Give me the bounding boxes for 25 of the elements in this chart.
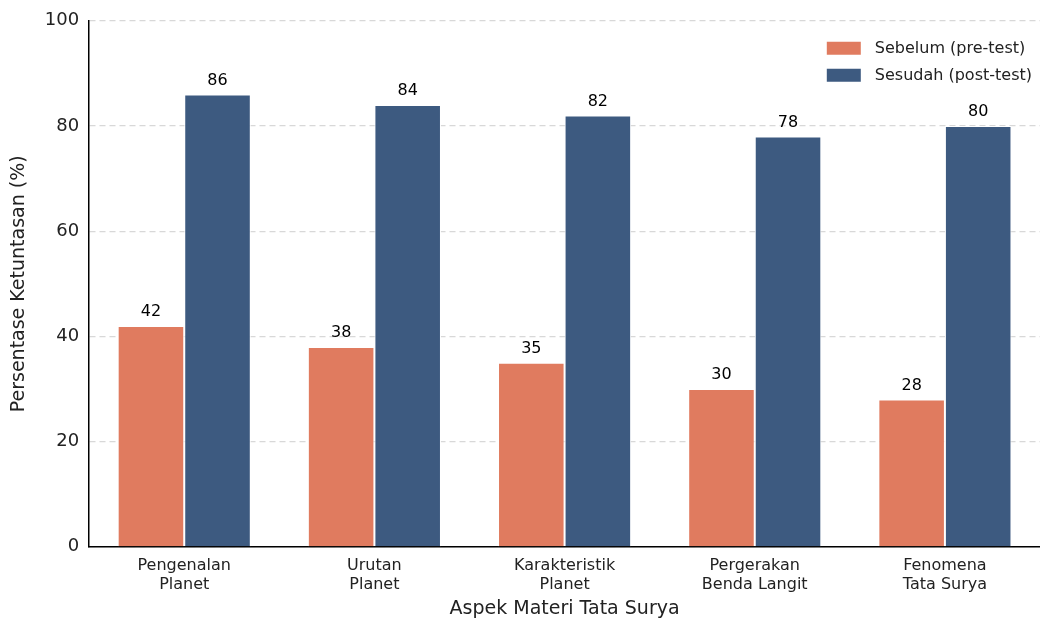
x-tick-label: Karakteristik Planet [514, 554, 616, 593]
data-label: 78 [777, 111, 799, 131]
x-tick-label: Pergerakan Benda Langit [701, 554, 808, 593]
y-tick-label: 40 [56, 324, 80, 346]
legend-label: Sesudah (post-test) [874, 64, 1032, 84]
data-label: 86 [207, 69, 228, 89]
y-axis-title: Persentase Ketuntasan (%) [6, 155, 29, 413]
x-axis-title: Aspek Materi Tata Surya [449, 595, 680, 618]
y-tick-label: 80 [56, 113, 80, 135]
y-tick-label: 60 [56, 218, 80, 240]
x-tick-label: Pengenalan Planet [137, 554, 231, 593]
y-tick-label: 20 [56, 429, 80, 451]
data-label: 35 [521, 337, 542, 357]
data-label: 30 [711, 364, 732, 384]
x-tick-label: Fenomena Tata Surya [901, 554, 988, 593]
data-label: 82 [587, 90, 609, 110]
data-label: 42 [140, 301, 162, 321]
data-label: 38 [330, 322, 352, 342]
data-label: 80 [968, 101, 989, 121]
data-label: 84 [397, 80, 418, 100]
x-tick-label: Urutan Planet [347, 554, 402, 593]
y-tick-label: 100 [44, 8, 80, 30]
legend-label: Sebelum (pre-test) [874, 37, 1026, 57]
y-tick-label: 0 [67, 534, 80, 556]
data-label: 28 [901, 374, 922, 394]
